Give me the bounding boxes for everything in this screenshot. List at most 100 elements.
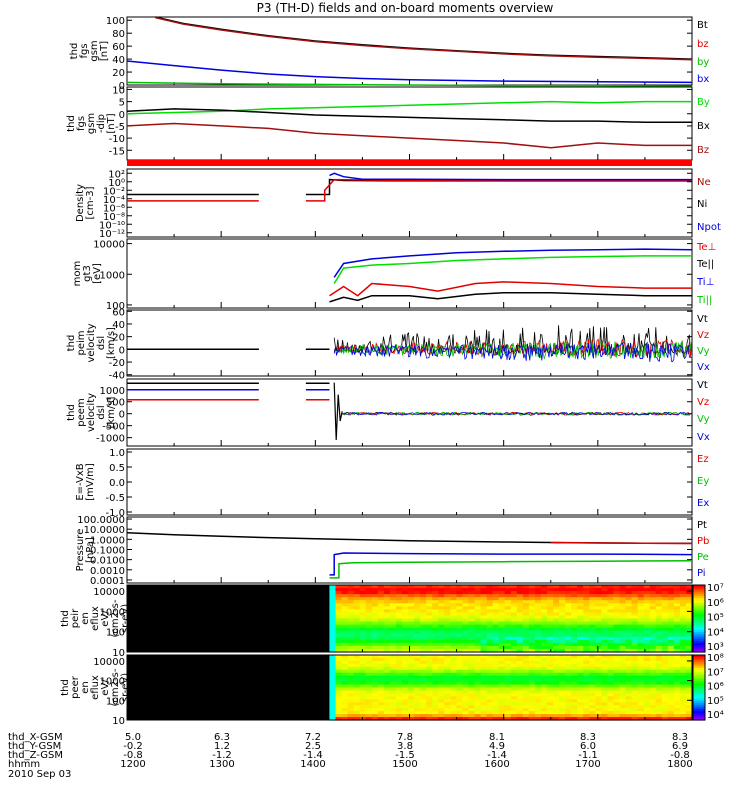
- heatmap-cell: [438, 717, 445, 721]
- heatmap-cell: [498, 636, 506, 641]
- heatmap-cell: [540, 597, 548, 601]
- heatmap-cell: [595, 675, 602, 680]
- heatmap-cell: [553, 678, 560, 683]
- heatmap-cell: [486, 660, 494, 665]
- heatmap-cell: [504, 621, 512, 626]
- heatmap-cell: [414, 705, 421, 709]
- heatmap-cell: [661, 702, 669, 706]
- heatmap-cell: [679, 612, 687, 617]
- heatmap-cell: [492, 663, 500, 668]
- heatmap-cell: [559, 600, 566, 604]
- heatmap-cell: [383, 699, 391, 703]
- heatmap-cell: [438, 600, 445, 604]
- heatmap-cell: [528, 615, 536, 620]
- heatmap-cell: [565, 648, 572, 653]
- heatmap-cell: [589, 639, 596, 644]
- heatmap-cell: [625, 663, 633, 668]
- heatmap-cell: [510, 642, 518, 647]
- colorbar-segment: [693, 607, 705, 611]
- heatmap-cell: [377, 687, 385, 692]
- heatmap-cell: [432, 687, 439, 692]
- heatmap-cell: [667, 711, 675, 715]
- heatmap-cell: [420, 708, 427, 712]
- heatmap-cell: [522, 714, 530, 718]
- heatmap-cell: [438, 660, 445, 665]
- heatmap-cell: [583, 585, 590, 589]
- series-by-line: [126, 81, 693, 88]
- heatmap-cell: [504, 594, 512, 598]
- heatmap-cell: [329, 696, 337, 700]
- heatmap-cell: [540, 645, 548, 650]
- heatmap-cell: [498, 717, 506, 721]
- heatmap-cell: [601, 708, 608, 712]
- heatmap-cell: [679, 615, 687, 620]
- heatmap-cell: [401, 684, 409, 689]
- heatmap-cell: [565, 627, 572, 632]
- heatmap-cell: [601, 615, 608, 620]
- heatmap-cell: [553, 693, 560, 697]
- heatmap-cell: [468, 615, 476, 620]
- heatmap-cell: [559, 663, 566, 668]
- heatmap-cell: [498, 684, 506, 689]
- heatmap-cell: [553, 714, 560, 718]
- heatmap-cell: [565, 630, 572, 635]
- heatmap-cell: [685, 597, 693, 601]
- heatmap-cell: [438, 699, 445, 703]
- heatmap-cell: [643, 666, 651, 671]
- heatmap-cell: [553, 594, 560, 598]
- heatmap-cell: [468, 666, 476, 671]
- heatmap-cell: [577, 699, 584, 703]
- heatmap-cell: [486, 627, 494, 632]
- heatmap-cell: [480, 609, 488, 614]
- heatmap-cell: [359, 672, 367, 677]
- heatmap-cell: [456, 606, 463, 610]
- heatmap-cell: [589, 678, 596, 683]
- heatmap-cell: [480, 657, 488, 662]
- heatmap-cell: [625, 702, 633, 706]
- heatmap-cell: [395, 693, 403, 697]
- heatmap-cell: [498, 597, 506, 601]
- heatmap-cell: [480, 606, 488, 610]
- legend-entry: Ez: [697, 454, 709, 465]
- heatmap-cell: [589, 714, 596, 718]
- heatmap-cell: [468, 669, 476, 674]
- heatmap-cell: [685, 630, 693, 635]
- heatmap-cell: [565, 711, 572, 715]
- heatmap-cell: [329, 655, 337, 659]
- heatmap-cell: [408, 639, 415, 644]
- heatmap-cell: [637, 711, 645, 715]
- colorbar-tick-label: 10⁴: [707, 627, 724, 638]
- heatmap-cell: [625, 717, 633, 721]
- heatmap-cell: [595, 699, 602, 703]
- heatmap-cell: [438, 678, 445, 683]
- heatmap-cell: [432, 717, 439, 721]
- heatmap-cell: [607, 708, 615, 712]
- heatmap-cell: [510, 705, 518, 709]
- heatmap-cell: [577, 655, 584, 659]
- heatmap-cell: [528, 714, 536, 718]
- heatmap-cell: [492, 642, 500, 647]
- heatmap-cell: [534, 705, 542, 709]
- y-axis-label: fgs: [79, 43, 90, 58]
- heatmap-cell: [383, 645, 391, 650]
- ephemeris-value: -0.8: [123, 750, 143, 761]
- heatmap-cell: [492, 618, 500, 623]
- heatmap-cell: [625, 594, 633, 598]
- heatmap-cell: [546, 687, 554, 692]
- heatmap-cell: [655, 630, 663, 635]
- heatmap-cell: [359, 675, 367, 680]
- heatmap-cell: [510, 711, 518, 715]
- heatmap-cell: [601, 681, 608, 686]
- heatmap-cell: [679, 621, 687, 626]
- heatmap-cell: [661, 699, 669, 703]
- heatmap-cell: [534, 663, 542, 668]
- heatmap-cell: [504, 657, 512, 662]
- heatmap-cell: [365, 591, 373, 595]
- heatmap-cell: [468, 642, 476, 647]
- heatmap-cell: [522, 648, 530, 653]
- heatmap-cell: [347, 624, 355, 629]
- heatmap-cell: [450, 687, 457, 692]
- heatmap-cell: [619, 696, 627, 700]
- heatmap-cell: [528, 687, 536, 692]
- heatmap-cell: [480, 597, 488, 601]
